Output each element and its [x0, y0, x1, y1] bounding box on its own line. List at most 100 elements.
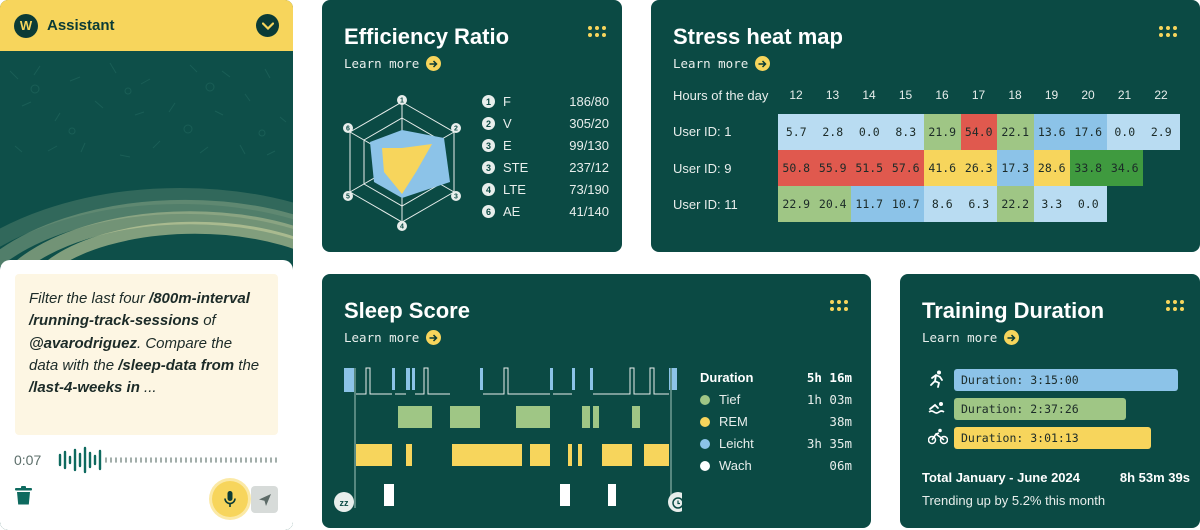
assistant-input-area: Filter the last four /800m-interval /run… — [0, 260, 293, 530]
heat-map-cell[interactable]: 3.3 — [1033, 186, 1070, 222]
learn-more-link[interactable]: Learn more — [922, 330, 1020, 345]
legend-value: 06m — [829, 458, 852, 473]
heat-map-cell[interactable]: 22.2 — [997, 186, 1034, 222]
learn-more-label: Learn more — [344, 56, 420, 71]
stress-heat-map-card: Stress heat map Learn more Hours of the … — [651, 0, 1200, 252]
hour-label: 16 — [935, 88, 949, 102]
heat-map-cell[interactable]: 51.5 — [851, 150, 888, 186]
efficiency-row: 2 V 305/20 — [482, 115, 612, 137]
audio-waveform — [58, 446, 277, 474]
recording-time: 0:07 — [14, 452, 42, 468]
row-label: User ID: 1 — [673, 124, 732, 139]
hour-label: 22 — [1154, 88, 1168, 102]
hour-label: 20 — [1081, 88, 1095, 102]
heat-map-cell[interactable]: 50.8 — [778, 150, 815, 186]
row-number-badge: 4 — [482, 183, 495, 196]
row-label: User ID: 9 — [673, 161, 732, 176]
heat-map-cell[interactable]: 20.4 — [814, 186, 851, 222]
heat-map-cell[interactable]: 26.3 — [960, 150, 997, 186]
more-options-icon[interactable] — [588, 26, 606, 38]
sleep-score-card: Sleep Score Learn more — [322, 274, 871, 528]
row-label: E — [503, 138, 512, 153]
radar-axis-label: 3 — [454, 194, 458, 201]
assistant-header[interactable]: W Assistant — [0, 0, 293, 51]
heat-map-cell[interactable]: 2.9 — [1143, 114, 1180, 150]
heat-map-cell[interactable]: 0.0 — [851, 114, 888, 150]
heat-map-cell[interactable]: 17.6 — [1070, 114, 1107, 150]
heat-map-cell[interactable]: 28.6 — [1033, 150, 1070, 186]
prompt-text[interactable]: Filter the last four /800m-interval /run… — [15, 274, 278, 435]
heat-map-cell[interactable]: 34.6 — [1106, 150, 1143, 186]
heat-map-cell[interactable]: 22.9 — [778, 186, 815, 222]
row-label: F — [503, 94, 511, 109]
hour-label: 15 — [898, 88, 913, 102]
send-button[interactable] — [251, 486, 278, 513]
heat-map-cell[interactable]: 55.9 — [814, 150, 851, 186]
learn-more-label: Learn more — [673, 56, 749, 71]
legend-label: REM — [719, 414, 748, 429]
legend-header-label: Duration — [700, 370, 754, 385]
heat-map-cell[interactable]: 13.6 — [1033, 114, 1070, 150]
heat-map-cell[interactable]: 6.3 — [960, 186, 997, 222]
row-label: AE — [503, 204, 521, 219]
row-number-badge: 3 — [482, 161, 495, 174]
sleep-hypnogram: zz — [334, 367, 682, 512]
heat-map-cell[interactable]: 5.7 — [778, 114, 815, 150]
efficiency-row: 6 AE 41/140 — [482, 203, 612, 225]
heat-map-cell[interactable]: 57.6 — [887, 150, 924, 186]
legend-swatch — [700, 439, 710, 449]
learn-more-link[interactable]: Learn more — [673, 56, 771, 71]
heat-map-cell[interactable]: 11.7 — [851, 186, 888, 222]
card-title: Efficiency Ratio — [344, 24, 510, 49]
heat-map-cell[interactable]: 54.0 — [960, 114, 997, 150]
sleep-stage-leicht — [344, 368, 677, 392]
heat-map-cell[interactable]: 8.6 — [924, 186, 961, 222]
radar-axis-label: 4 — [400, 224, 404, 231]
legend-header-value: 5h 16m — [806, 370, 852, 385]
row-number-badge: 6 — [482, 205, 495, 218]
heat-map-cell[interactable]: 17.3 — [997, 150, 1034, 186]
heat-map-cell[interactable]: 8.3 — [887, 114, 924, 150]
row-number-badge: 1 — [482, 95, 495, 108]
row-value: 305/20 — [569, 116, 609, 131]
legend-value: 38m — [829, 414, 852, 429]
efficiency-row: 3 STE 237/12 — [482, 159, 612, 181]
heat-map-cell[interactable]: 21.9 — [924, 114, 961, 150]
sleep-start-icon: zz — [334, 492, 354, 512]
hour-label: 19 — [1044, 88, 1059, 102]
training-total: Total January - June 2024 8h 53m 39s — [922, 470, 1190, 485]
heat-map-cell[interactable]: 2.8 — [814, 114, 851, 150]
training-duration-card: Training Duration Learn more Duration: 3… — [900, 274, 1200, 528]
more-options-icon[interactable] — [1166, 300, 1184, 312]
sleep-stage-tief — [398, 406, 640, 428]
chevron-down-icon[interactable] — [256, 14, 279, 37]
hour-label: 13 — [825, 88, 840, 102]
heat-map-cell[interactable]: 22.1 — [997, 114, 1034, 150]
heat-map-cell[interactable]: 0.0 — [1070, 186, 1107, 222]
heat-map-cell[interactable]: 41.6 — [924, 150, 961, 186]
learn-more-label: Learn more — [922, 330, 998, 345]
training-bar: Duration: 3:15:00 — [954, 369, 1178, 391]
trash-icon[interactable] — [15, 486, 32, 510]
legend-label: Wach — [719, 458, 752, 473]
row-label: User ID: 11 — [673, 197, 738, 212]
legend-item: REM 38m — [700, 413, 852, 435]
heat-map-cell[interactable]: 0.0 — [1106, 114, 1143, 150]
more-options-icon[interactable] — [830, 300, 848, 312]
arrow-right-icon — [1004, 330, 1020, 345]
row-number-badge: 3 — [482, 139, 495, 152]
row-label: LTE — [503, 182, 526, 197]
microphone-icon — [224, 490, 236, 507]
assistant-background-art — [0, 51, 293, 266]
heat-map-cell[interactable]: 10.7 — [887, 186, 924, 222]
more-options-icon[interactable] — [1159, 26, 1177, 38]
heat-map-cell[interactable]: 33.8 — [1070, 150, 1107, 186]
learn-more-link[interactable]: Learn more — [344, 56, 442, 71]
legend-header: Duration 5h 16m — [700, 369, 852, 391]
learn-more-link[interactable]: Learn more — [344, 330, 442, 345]
legend-swatch — [700, 461, 710, 471]
sleep-stage-rem — [356, 444, 669, 466]
radar-axis-label: 1 — [400, 98, 404, 105]
microphone-button[interactable] — [212, 481, 248, 517]
